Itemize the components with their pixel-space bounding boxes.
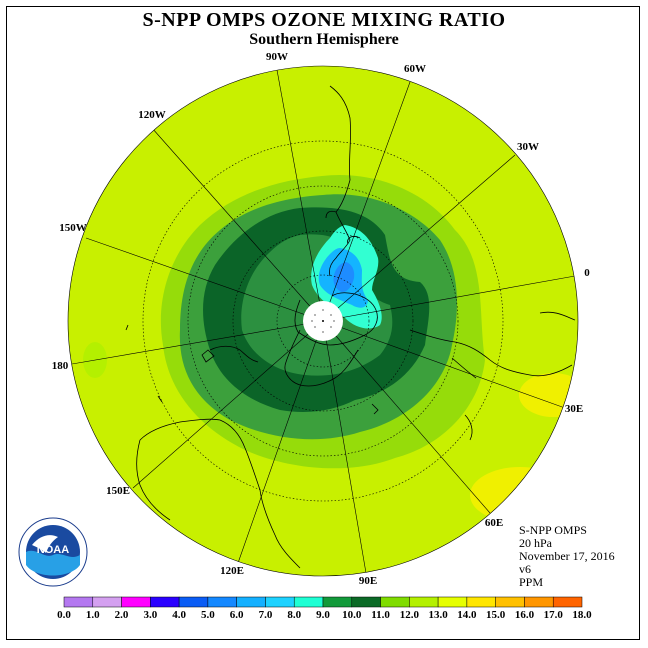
colorbar-swatch [150,596,180,608]
colorbar-tick-label: 16.0 [515,609,535,621]
longitude-label: 120W [138,109,166,121]
meridian-grid [71,69,576,574]
longitude-label: 60E [485,517,503,529]
colorbar: 0.0 1.0 2.0 3.0 4.0 5.0 6.0 7.0 8.0 9.0 10.0 11.0 12… [57,596,592,621]
longitude-label: 30E [565,403,583,415]
colorbar-swatch [495,596,525,608]
colorbar-tick-label: 1.0 [86,609,100,621]
field-yellow-patch-2 [470,467,570,523]
colorbar-swatch [92,596,122,608]
colorbar-tick-label: 8.0 [287,609,301,621]
longitude-label: 0 [584,267,590,279]
colorbar-tick-label: 7.0 [259,609,273,621]
info-date: November 17, 2016 [519,549,615,563]
colorbar-tick-label: 10.0 [342,609,362,621]
colorbar-swatch [207,596,237,608]
colorbar-swatch [466,596,496,608]
colorbar-tick-label: 14.0 [457,609,477,621]
colorbar-tick-label: 5.0 [201,609,215,621]
colorbar-swatch [351,596,381,608]
colorbar-swatch [121,596,151,608]
colorbar-tick-label: 3.0 [143,609,157,621]
colorbar-swatch [524,596,554,608]
longitude-label: 30W [517,141,539,153]
colorbar-swatch [265,596,295,608]
longitude-label: 90W [266,51,288,63]
colorbar-swatch [293,596,324,608]
longitude-labels: 90W 60W 120W 30W 150W 0 180 30E 150E 60E 120E 90E [52,51,591,587]
figure-frame [6,6,640,640]
colorbar-swatch [437,596,468,608]
noaa-logo: NOAA [18,517,88,587]
colorbar-tick-label: 0.0 [57,609,71,621]
map-subtitle: Southern Hemisphere [249,31,399,48]
map-title: S-NPP OMPS OZONE MIXING RATIO [142,9,506,31]
colorbar-tick-label: 17.0 [544,609,564,621]
info-instrument: S-NPP OMPS [519,523,587,537]
coastlines [125,85,576,569]
colorbar-tick-label: 6.0 [230,609,244,621]
latitude-circles [142,140,504,502]
colorbar-tick-label: 11.0 [371,609,390,621]
longitude-label: 150W [59,222,87,234]
longitude-label: 90E [359,575,377,587]
colorbar-tick-label: 18.0 [572,609,592,621]
colorbar-tick-label: 4.0 [172,609,186,621]
colorbar-swatch [178,596,209,608]
longitude-label: 150E [106,485,130,497]
longitude-label: 60W [404,63,426,75]
colorbar-tick-label: 13.0 [428,609,448,621]
colorbar-tick-label: 9.0 [316,609,330,621]
colorbar-swatch [409,596,439,608]
field-blue [333,262,355,292]
info-units: PPM [519,575,544,589]
colorbar-tick-label: 15.0 [486,609,506,621]
noaa-logo-text: NOAA [37,544,69,556]
colorbar-swatch [322,596,353,608]
colorbar-swatch [236,596,266,608]
pole-dots [311,309,335,333]
colorbar-swatch [380,596,410,608]
info-version: v6 [519,562,531,576]
colorbar-tick-label: 12.0 [400,609,420,621]
colorbar-tick-label: 2.0 [115,609,129,621]
info-level: 20 hPa [519,536,552,550]
colorbar-swatch [63,596,94,608]
longitude-label: 180 [52,360,69,372]
colorbar-swatch [552,596,583,608]
product-info: S-NPP OMPS 20 hPa November 17, 2016 v6 P… [519,524,615,589]
map-boundary [67,65,579,577]
longitude-label: 120E [220,565,244,577]
